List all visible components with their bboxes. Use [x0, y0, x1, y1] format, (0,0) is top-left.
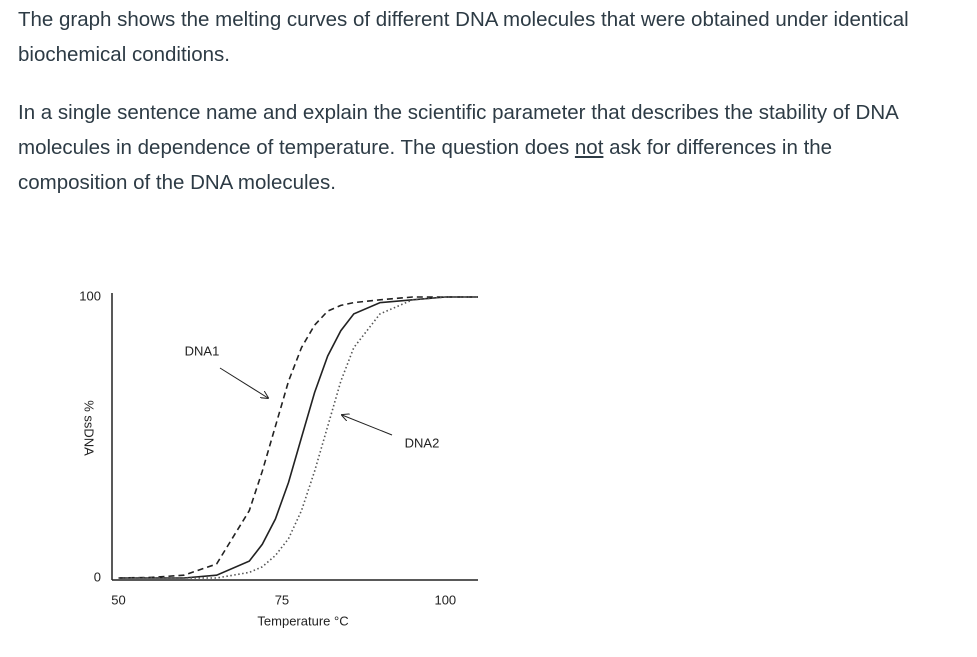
task-text-part: In a single sentence name and explain th… [18, 101, 898, 159]
x-tick-label: 75 [275, 592, 289, 607]
task-text-part: ask for differences in the composition o… [18, 136, 833, 194]
annotation: DNA2 [405, 435, 440, 450]
melting-curve [118, 296, 478, 579]
intro-text: The graph shows the melting curves of di… [18, 8, 909, 66]
chart: % ssDNA Temperature °C DNA1 DNA2 50 75 100… [79, 288, 478, 628]
melting-curve [118, 296, 478, 579]
y-tick-label: 100 [79, 288, 101, 303]
emphasis: not [574, 136, 604, 159]
arrow [342, 415, 393, 436]
x-tick-label: 50 [111, 592, 125, 607]
x-tick-label: 100 [434, 592, 456, 607]
annotation: DNA1 [185, 343, 220, 358]
y-axis-label: % ssDNA [82, 400, 97, 456]
task-text: In a single sentence name and explain th… [18, 95, 938, 200]
arrow [219, 367, 268, 398]
y-tick-label: 0 [94, 569, 101, 584]
melting-curve [118, 296, 478, 579]
x-axis-label: Temperature °C [257, 613, 348, 628]
